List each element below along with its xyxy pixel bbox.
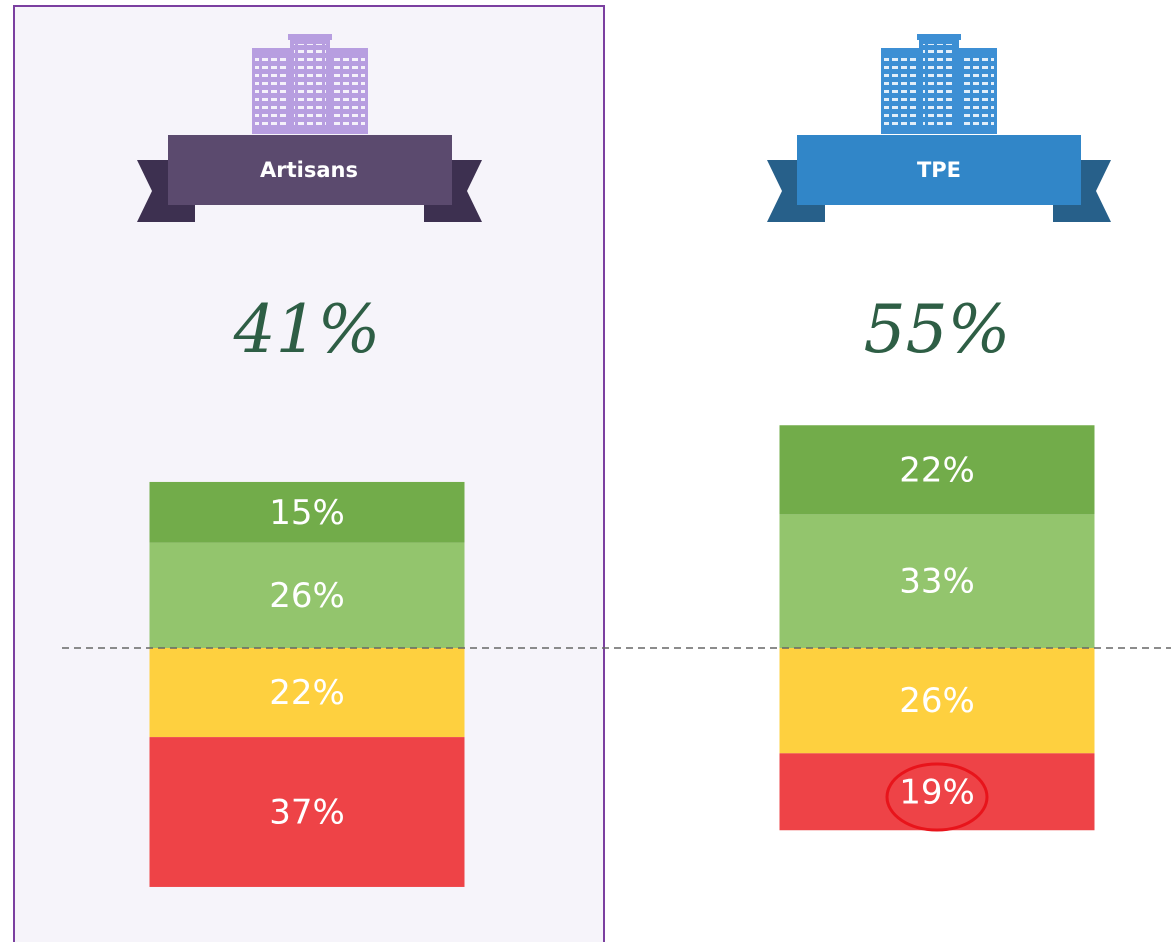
building-icon <box>252 34 368 134</box>
ribbon <box>767 135 1111 222</box>
bar-segment <box>779 753 1095 831</box>
building-icon <box>881 34 997 134</box>
ribbon <box>137 135 482 222</box>
bar-segment <box>779 648 1095 754</box>
headline-value: 41% <box>233 291 381 368</box>
category-label: Artisans <box>260 158 358 182</box>
value-label: 26% <box>269 576 345 616</box>
value-label: 22% <box>899 450 975 490</box>
highlight-circle <box>885 762 989 832</box>
bar-segment <box>779 425 1095 515</box>
bar-segment <box>149 542 465 648</box>
bar-segment <box>779 514 1095 648</box>
bar-segment <box>149 648 465 738</box>
bar-segment <box>149 481 465 543</box>
value-label: 26% <box>899 681 975 721</box>
value-label: 19% <box>899 772 975 812</box>
category-label: TPE <box>917 158 961 182</box>
value-label: 37% <box>269 793 345 833</box>
value-label: 15% <box>269 493 345 533</box>
headline-value: 55% <box>864 291 1011 368</box>
value-label: 33% <box>899 562 975 602</box>
bar-segment <box>149 737 465 887</box>
value-label: 22% <box>269 673 345 713</box>
